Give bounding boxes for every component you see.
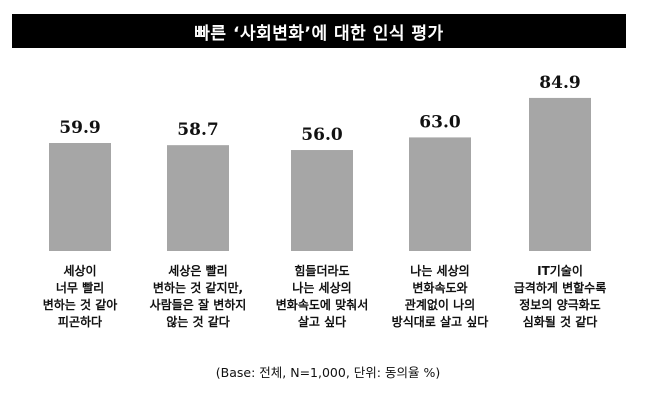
category-line: 힘들더라도 <box>294 263 349 278</box>
category-line: 나는 세상의 <box>292 280 351 295</box>
category-line: 심화될 것 같다 <box>523 314 598 329</box>
value-label-4: 63.0 <box>419 112 461 132</box>
value-label-2: 58.7 <box>177 120 218 140</box>
value-label-1: 59.9 <box>59 118 100 138</box>
value-label-3: 56.0 <box>301 125 343 145</box>
chart-title: 빠른 ‘사회변화’에 대한 인식 평가 <box>194 23 444 44</box>
category-line: 살고 싶다 <box>298 314 346 329</box>
category-line: 방식대로 살고 싶다 <box>392 314 489 329</box>
category-line: 변화속도에 맞춰서 <box>276 297 369 312</box>
category-line: IT기술이 <box>537 263 583 278</box>
category-line: 않는 것 같다 <box>166 314 230 329</box>
base-footnote: (Base: 전체, N=1,000, 단위: 동의율 %) <box>215 365 441 380</box>
category-line: 정보의 양극화도 <box>519 297 600 312</box>
category-line: 급격하게 변할수록 <box>514 280 607 295</box>
category-line: 세상이 <box>63 263 96 278</box>
chart-title-bar: 빠른 ‘사회변화’에 대한 인식 평가 <box>12 14 626 48</box>
bar-5 <box>529 97 591 252</box>
bar-4 <box>409 137 471 251</box>
category-line: 너무 빨리 <box>56 280 104 295</box>
category-line: 변하는 것 같지만, <box>153 280 243 295</box>
category-line: 변화속도와 <box>412 280 467 295</box>
category-line: 나는 세상의 <box>410 263 469 278</box>
bar-1 <box>49 143 111 251</box>
category-line: 피곤하다 <box>58 314 102 329</box>
value-label-5: 84.9 <box>539 73 580 93</box>
category-line: 관계없이 나의 <box>405 297 475 312</box>
bar-2 <box>167 145 229 251</box>
category-line: 세상은 빨리 <box>168 263 227 278</box>
bar-3 <box>291 150 353 251</box>
category-line: 사람들은 잘 변하지 <box>150 297 247 312</box>
category-line: 변하는 것 같아 <box>43 297 118 312</box>
